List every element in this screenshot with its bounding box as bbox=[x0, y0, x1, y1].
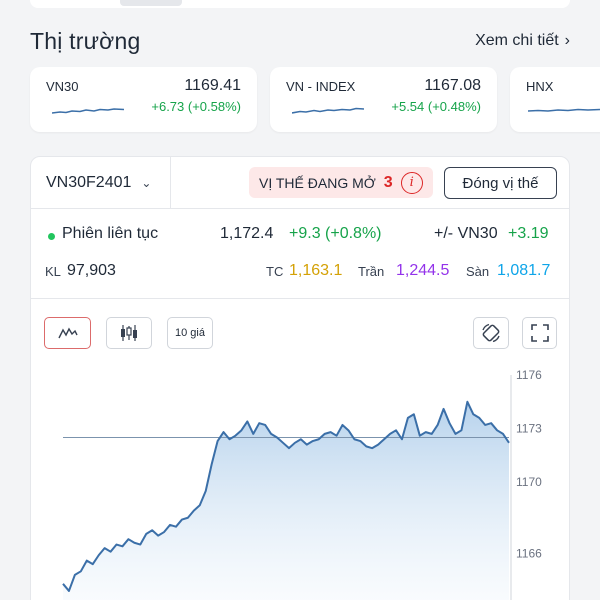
index-value: 1167.08 bbox=[424, 77, 481, 94]
see-more-link[interactable]: Xem chi tiết › bbox=[475, 32, 570, 50]
close-position-button[interactable]: Đóng vị thế bbox=[444, 167, 557, 199]
rotate-button[interactable] bbox=[473, 317, 509, 349]
index-value: 1169.41 bbox=[184, 77, 241, 94]
rotate-icon bbox=[482, 323, 500, 343]
info-glyph: i bbox=[409, 175, 414, 190]
line-chart-icon bbox=[57, 327, 78, 339]
last-price: 1,172.4 bbox=[220, 225, 274, 242]
open-positions-badge[interactable]: VỊ THẾ ĐANG MỞ 3 i bbox=[249, 167, 433, 198]
chevron-down-icon: ⌄ bbox=[141, 176, 152, 190]
volume-value: 97,903 bbox=[67, 262, 116, 279]
floor-value: 1,081.7 bbox=[497, 262, 551, 279]
price-line bbox=[62, 400, 510, 592]
ten-price-button[interactable]: 10 giá bbox=[167, 317, 213, 349]
price-change: +9.3 (+0.8%) bbox=[289, 225, 382, 242]
basis-value: +3.19 bbox=[508, 225, 549, 242]
ten-price-label: 10 giá bbox=[175, 327, 205, 339]
index-change: +6.73 (+0.58%) bbox=[151, 99, 241, 114]
floor-label: Sàn bbox=[466, 264, 490, 279]
panel-header: VN30F2401 ⌄ VỊ THẾ ĐANG MỞ 3 i Đóng vị t… bbox=[31, 157, 569, 209]
index-card-hnx[interactable]: HNX bbox=[510, 67, 600, 132]
divider bbox=[31, 298, 569, 299]
y-tick-label: 1166 bbox=[516, 546, 542, 560]
session-label: Phiên liên tục bbox=[62, 225, 159, 242]
market-header: Thị trường Xem chi tiết › bbox=[30, 26, 570, 56]
price-chart-svg: 11761173117011661163 bbox=[62, 368, 542, 600]
volume-label: KL bbox=[45, 264, 61, 279]
ceiling-value: 1,244.5 bbox=[396, 262, 450, 279]
index-card-vn30[interactable]: VN30 1169.41 +6.73 (+0.58%) bbox=[30, 67, 257, 132]
basis-label: +/- VN30 bbox=[434, 225, 498, 242]
price-area bbox=[63, 401, 509, 600]
index-name: VN30 bbox=[46, 79, 79, 94]
sparkline-icon bbox=[52, 108, 124, 114]
y-tick-label: 1170 bbox=[516, 475, 542, 489]
index-change: +5.54 (+0.48%) bbox=[391, 99, 481, 114]
market-title: Thị trường bbox=[30, 27, 141, 54]
previous-tab-indicator bbox=[120, 0, 182, 6]
index-name: HNX bbox=[526, 79, 554, 94]
chevron-right-icon: › bbox=[564, 32, 570, 49]
candlestick-icon bbox=[121, 325, 137, 341]
stats-row: KL 97,903 TC 1,163.1 Trần 1,244.5 Sàn 1,… bbox=[45, 262, 557, 284]
derivative-panel: VN30F2401 ⌄ VỊ THẾ ĐANG MỞ 3 i Đóng vị t… bbox=[30, 156, 570, 600]
index-name: VN - INDEX bbox=[286, 79, 356, 94]
ref-label: TC bbox=[266, 264, 284, 279]
info-icon[interactable]: i bbox=[400, 171, 423, 194]
fullscreen-icon bbox=[530, 324, 549, 342]
previous-card-edge bbox=[30, 0, 570, 8]
y-tick-label: 1176 bbox=[516, 368, 542, 382]
open-positions-count: 3 bbox=[383, 173, 393, 191]
ceiling-label: Trần bbox=[358, 264, 385, 279]
line-chart-button[interactable] bbox=[44, 317, 91, 349]
sparkline-icon bbox=[528, 108, 600, 112]
open-positions-label: VỊ THẾ ĐANG MỞ bbox=[259, 174, 376, 191]
quote-row: Phiên liên tục 1,172.4 +9.3 (+0.8%) +/- … bbox=[45, 225, 557, 247]
sparkline-icon bbox=[292, 107, 364, 114]
index-card-vnindex[interactable]: VN - INDEX 1167.08 +5.54 (+0.48%) bbox=[270, 67, 497, 132]
candlestick-button[interactable] bbox=[106, 317, 152, 349]
contract-symbol: VN30F2401 bbox=[46, 174, 132, 191]
price-chart[interactable]: 11761173117011661163 bbox=[31, 367, 569, 600]
fullscreen-button[interactable] bbox=[522, 317, 557, 349]
ref-value: 1,163.1 bbox=[289, 262, 343, 279]
contract-selector[interactable]: VN30F2401 ⌄ bbox=[31, 157, 171, 209]
see-more-label: Xem chi tiết bbox=[475, 32, 559, 49]
y-tick-label: 1173 bbox=[516, 422, 542, 436]
session-status-dot bbox=[48, 233, 55, 240]
